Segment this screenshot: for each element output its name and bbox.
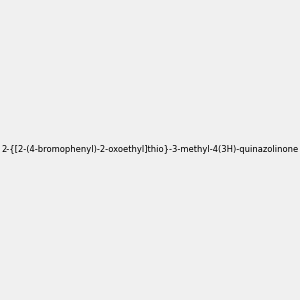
Text: 2-{[2-(4-bromophenyl)-2-oxoethyl]thio}-3-methyl-4(3H)-quinazolinone: 2-{[2-(4-bromophenyl)-2-oxoethyl]thio}-3… — [2, 146, 298, 154]
